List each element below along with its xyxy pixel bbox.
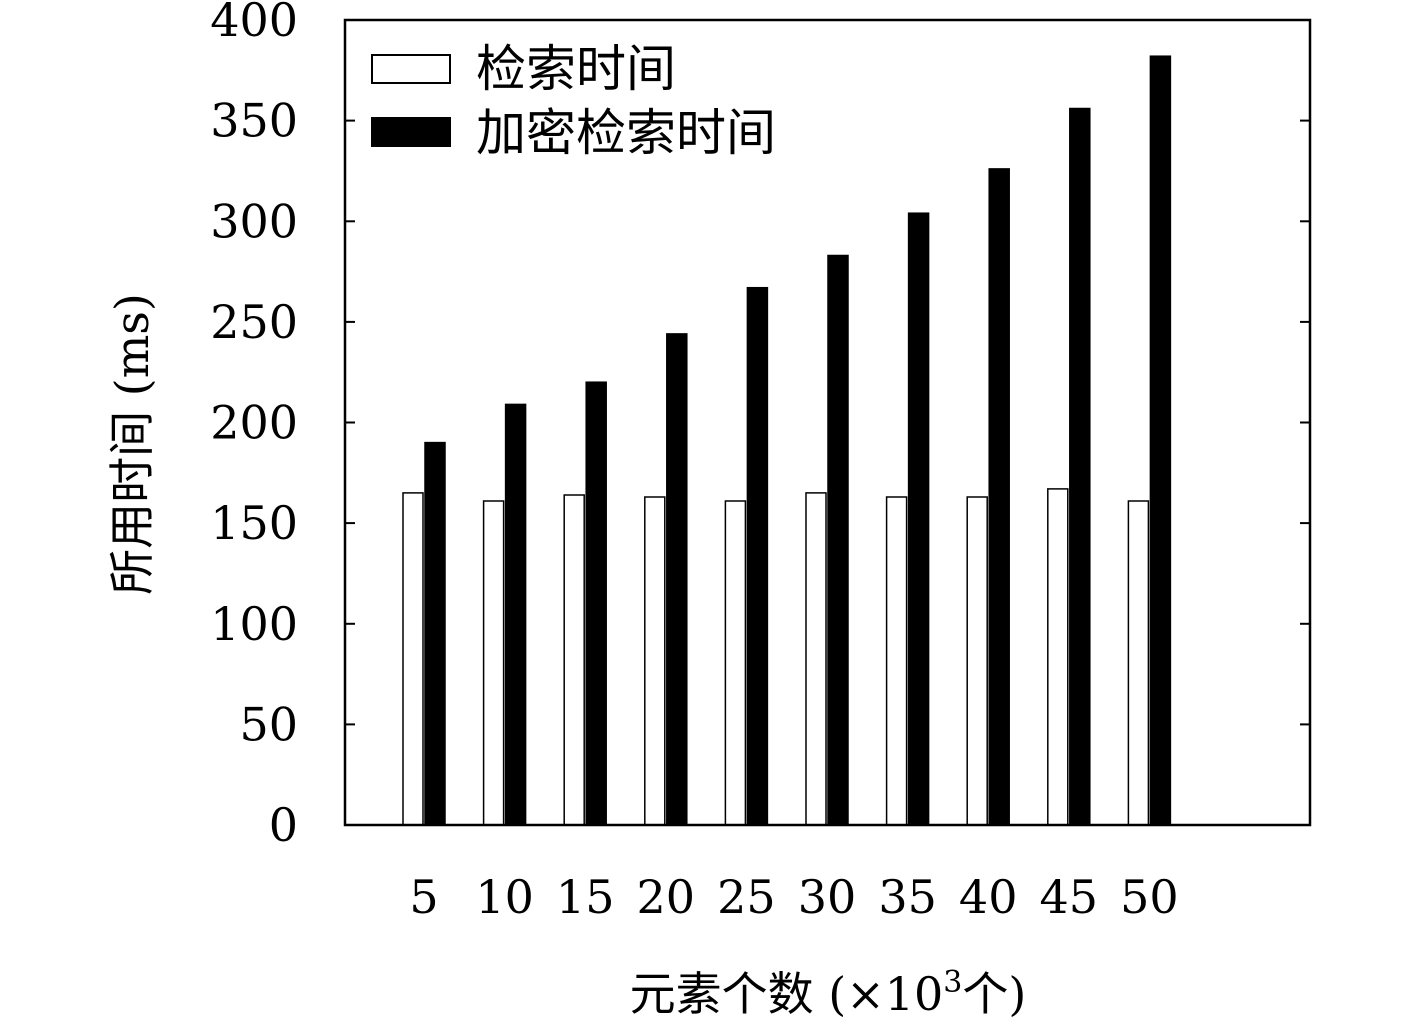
x-tick-label-20: 20 xyxy=(637,870,696,924)
bar-encrypted-search-time-25 xyxy=(746,286,769,826)
bar-encrypted-search-time-40 xyxy=(988,168,1010,826)
x-axis-title: 元素个数 (×103个) xyxy=(630,965,1027,1021)
bar-search-time-50 xyxy=(1127,500,1150,826)
y-tick-label-300: 300 xyxy=(210,194,298,248)
y-tick-label-200: 200 xyxy=(210,396,298,450)
bar-search-time-10 xyxy=(482,500,505,826)
bar-search-time-45 xyxy=(1047,488,1069,826)
bar-search-time-40 xyxy=(966,496,988,826)
bar-encrypted-search-time-20 xyxy=(666,333,688,826)
bar-search-time-20 xyxy=(644,496,666,826)
x-tick-label-45: 45 xyxy=(1040,870,1099,924)
bar-encrypted-search-time-50 xyxy=(1149,55,1172,826)
x-tick-label-25: 25 xyxy=(717,870,776,924)
legend-swatch-encrypted-search-time xyxy=(371,117,451,147)
x-axis-title-superscript: 3 xyxy=(943,965,962,1000)
bar-encrypted-search-time-35 xyxy=(907,212,930,826)
x-axis-title-main: 元素个数 (×10 xyxy=(630,967,944,1021)
x-tick-label-30: 30 xyxy=(798,870,857,924)
x-axis-ticks: 5 10 15 20 25 30 35 40 45 50 xyxy=(409,870,1178,924)
x-tick-label-5: 5 xyxy=(409,870,438,924)
bar-search-time-35 xyxy=(885,496,908,826)
bar-encrypted-search-time-30 xyxy=(827,254,849,826)
legend: 检索时间 加密检索时间 xyxy=(371,40,776,162)
bar-search-time-30 xyxy=(805,492,827,826)
x-tick-label-15: 15 xyxy=(556,870,615,924)
y-tick-label-400: 400 xyxy=(210,0,298,47)
bar-encrypted-search-time-5 xyxy=(424,441,446,826)
y-tick-label-0: 0 xyxy=(269,798,298,852)
x-tick-label-50: 50 xyxy=(1120,870,1179,924)
x-tick-label-10: 10 xyxy=(475,870,534,924)
x-axis-title-tail: 个) xyxy=(962,967,1026,1021)
y-tick-label-350: 350 xyxy=(210,94,298,148)
y-tick-label-150: 150 xyxy=(210,496,298,550)
y-axis-ticks: 0 50 100 150 200 250 300 350 400 xyxy=(210,0,1310,852)
y-axis-title: 所用时间 (ms) xyxy=(105,293,159,595)
bar-encrypted-search-time-45 xyxy=(1069,107,1091,826)
bar-encrypted-search-time-10 xyxy=(504,403,527,826)
legend-swatch-search-time xyxy=(371,54,451,84)
y-tick-label-50: 50 xyxy=(239,697,298,751)
x-tick-label-35: 35 xyxy=(878,870,937,924)
legend-label-encrypted-search-time: 加密检索时间 xyxy=(476,104,776,162)
bars-layer xyxy=(402,55,1172,826)
bar-encrypted-search-time-15 xyxy=(585,381,607,826)
bar-search-time-15 xyxy=(563,494,585,826)
bar-search-time-25 xyxy=(724,500,747,826)
y-tick-label-100: 100 xyxy=(210,597,298,651)
y-tick-label-250: 250 xyxy=(210,295,298,349)
legend-label-search-time: 检索时间 xyxy=(476,40,676,98)
x-tick-label-40: 40 xyxy=(959,870,1018,924)
bar-search-time-5 xyxy=(402,492,424,826)
